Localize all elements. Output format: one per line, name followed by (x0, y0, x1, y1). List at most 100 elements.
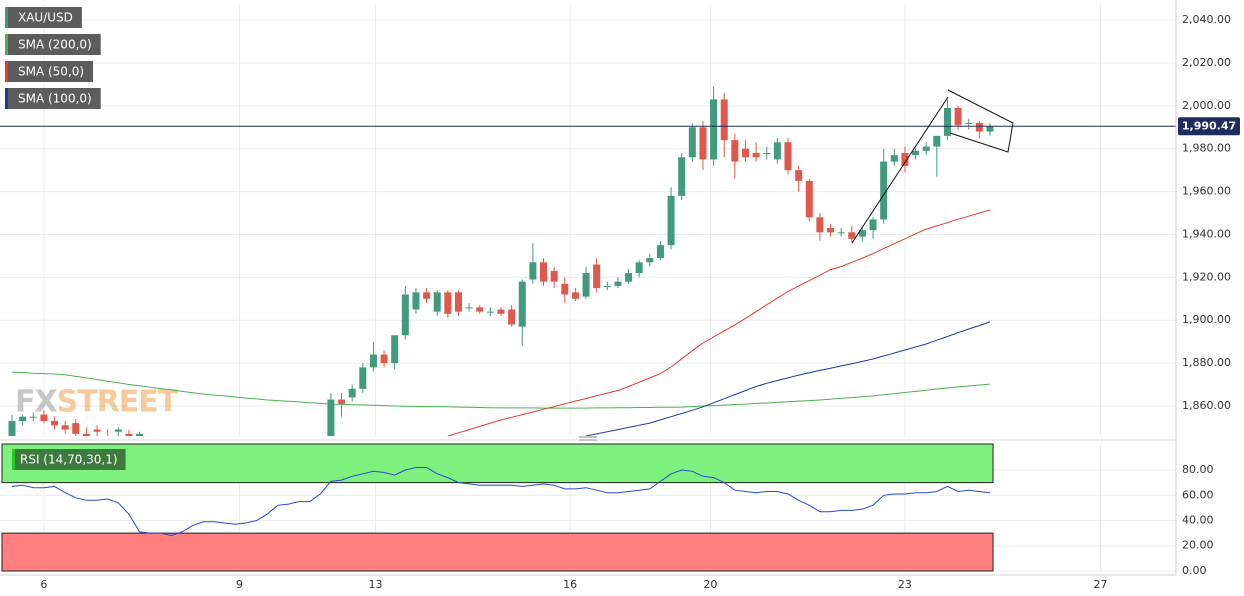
candle-body (890, 155, 898, 162)
candle-body (731, 140, 739, 162)
flag-pennant (947, 89, 1014, 153)
candle-body (72, 423, 80, 434)
candle-body (93, 429, 101, 432)
candle-body (848, 232, 856, 239)
candle-body (965, 122, 973, 124)
overbought-zone (1, 443, 994, 484)
legend: XAU/USD SMA (200,0) SMA (50,0) SMA (100,0) R… (5, 7, 126, 470)
candle-body (454, 292, 462, 312)
y-tick-label: 2,040.00 (1182, 13, 1231, 26)
candle-body (401, 294, 409, 336)
candle-body (29, 416, 37, 418)
x-tick-label: 20 (703, 578, 717, 591)
legend-swatch (5, 88, 8, 109)
legend-swatch (12, 449, 15, 470)
candle-body (338, 399, 346, 404)
candle-body (720, 99, 728, 141)
legend-box (5, 7, 82, 28)
candle-body (912, 150, 920, 156)
legend-swatch (5, 61, 8, 82)
y-tick-label: 1,940.00 (1182, 227, 1231, 240)
candle-body (646, 258, 654, 263)
candle-body (550, 270, 558, 282)
candle-body (136, 433, 144, 436)
candle-body (943, 107, 951, 136)
series-line (585, 321, 991, 436)
candle-body (582, 273, 590, 297)
candle-body (561, 283, 569, 295)
candle-body (614, 281, 622, 286)
series-line (11, 467, 991, 537)
legend-label: SMA (50,0) (18, 65, 84, 79)
candle-body (593, 264, 601, 289)
candle-body (476, 307, 484, 312)
candle-body (508, 309, 516, 325)
legend-swatch (5, 34, 8, 55)
legend-label: SMA (100,0) (18, 92, 92, 106)
candle-body (773, 142, 781, 160)
legend-box (5, 88, 101, 109)
candle-body (635, 262, 643, 274)
candle-body (114, 429, 122, 432)
candle-body (933, 135, 941, 147)
candle-body (763, 153, 771, 155)
candle-body (656, 245, 664, 259)
candle-body (699, 127, 707, 160)
candle-body (625, 273, 633, 282)
candle-body (795, 170, 803, 181)
y-tick-label: 80.00 (1182, 463, 1214, 476)
y-tick-label: 1,960.00 (1182, 185, 1231, 198)
candle-body (465, 307, 473, 309)
legend-label: XAU/USD (18, 11, 73, 25)
candle-body (603, 285, 611, 287)
candle-body (444, 292, 452, 314)
candle-body (19, 416, 27, 421)
x-tick-label: 23 (898, 578, 912, 591)
candle-body (986, 126, 994, 132)
candle-body (858, 230, 866, 237)
y-tick-label: 20.00 (1182, 539, 1214, 552)
panel-handle (579, 436, 597, 441)
candle-body (486, 311, 494, 313)
x-tick-label: 6 (40, 578, 47, 591)
last-price-label: 1,990.47 (1182, 119, 1236, 132)
candle-body (827, 228, 835, 233)
candle-body (391, 335, 399, 364)
candle-body (667, 195, 675, 246)
y-tick-label: 2,020.00 (1182, 56, 1231, 69)
candle-body (8, 420, 16, 436)
candle-body (837, 232, 845, 234)
y-tick-label: 1,880.00 (1182, 356, 1231, 369)
candle-body (678, 157, 686, 196)
candle-body (348, 388, 356, 398)
candle-body (125, 433, 133, 436)
oversold-zone (1, 532, 994, 572)
candle-body (954, 107, 962, 126)
candle-body (61, 425, 69, 430)
candle-body (359, 367, 367, 389)
candle-body (497, 309, 505, 314)
x-tick-label: 9 (236, 578, 243, 591)
candle-body (540, 262, 548, 282)
candle-body (380, 354, 388, 364)
candle-body (922, 146, 930, 151)
rsi-panel (11, 467, 991, 537)
candle-body (869, 219, 877, 231)
candle-body (784, 142, 792, 171)
legend-label: RSI (14,70,30,1) (20, 453, 118, 467)
flag-pattern (851, 89, 1014, 244)
price-panel (0, 86, 1176, 436)
watermark-text: STREET (57, 385, 179, 420)
watermark-text: FX (15, 385, 57, 420)
y-tick-label: 2,000.00 (1182, 99, 1231, 112)
candle-body (805, 180, 813, 218)
watermark: FX STREET (15, 385, 180, 420)
candle-body (433, 292, 441, 312)
legend-box (5, 34, 101, 55)
legend-box (12, 449, 126, 470)
candle-body (529, 262, 537, 280)
candle-body (880, 161, 888, 220)
